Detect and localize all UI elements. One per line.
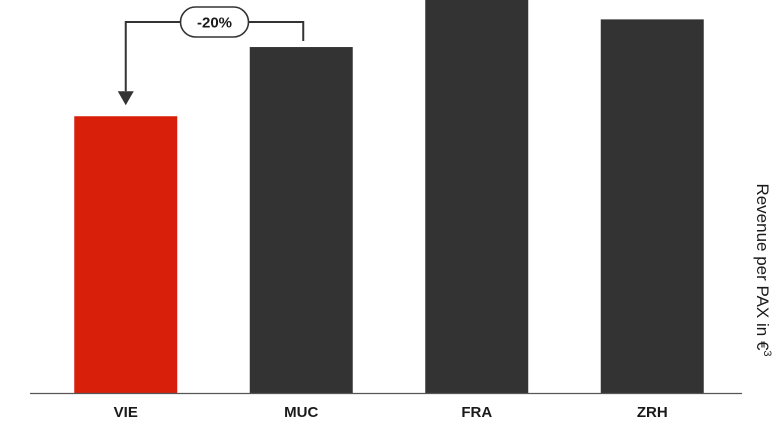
- change-annotation: -20%: [117, 6, 305, 106]
- y-axis-label: Revenue per PAX in €3: [753, 183, 773, 356]
- x-tick-fra: FRA: [461, 404, 492, 421]
- bar-fra: [425, 0, 529, 393]
- x-tick-labels: VIE MUC FRA ZRH: [114, 404, 668, 421]
- x-tick-zrh: ZRH: [637, 404, 668, 421]
- bar-muc: [249, 47, 353, 394]
- annotation-arrow-head: [117, 91, 134, 106]
- bar-zrh: [600, 19, 704, 394]
- annotation-pill: [179, 6, 250, 38]
- bars-group: [74, 0, 704, 394]
- y-axis-label-text: Revenue per PAX in €: [753, 183, 772, 350]
- y-axis-label-superscript: 3: [761, 350, 773, 356]
- x-tick-muc: MUC: [284, 404, 318, 421]
- annotation-label: -20%: [197, 15, 232, 32]
- x-tick-vie: VIE: [114, 404, 138, 421]
- bar-vie: [74, 116, 178, 393]
